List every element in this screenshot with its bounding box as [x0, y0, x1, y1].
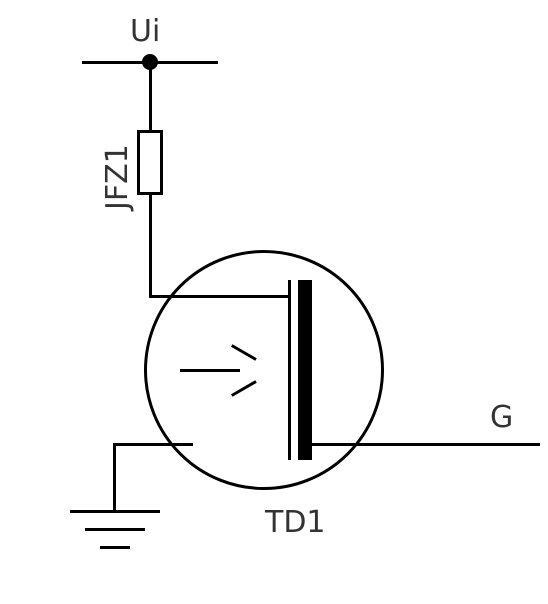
wire-source-stub [190, 443, 193, 446]
ground-bar-1 [70, 510, 160, 513]
input-label: Ui [130, 14, 160, 49]
ground-bar-3 [100, 546, 130, 549]
transistor-label: TD1 [265, 505, 326, 540]
wire-source-horizontal [113, 443, 193, 446]
resistor-label: JFZ1 [100, 144, 135, 210]
wire-to-ground-v [113, 443, 116, 510]
wire-out-horizontal [310, 443, 540, 446]
output-label: G [490, 400, 513, 435]
ground-bar-2 [85, 528, 145, 531]
arrow-shaft [180, 369, 240, 372]
transistor-plate-thick [298, 280, 312, 460]
wire-resistor-to-corner [149, 195, 152, 297]
transistor-plate-thin [288, 280, 291, 460]
wire-node-to-resistor [149, 62, 152, 130]
resistor-jfz1 [137, 130, 163, 195]
